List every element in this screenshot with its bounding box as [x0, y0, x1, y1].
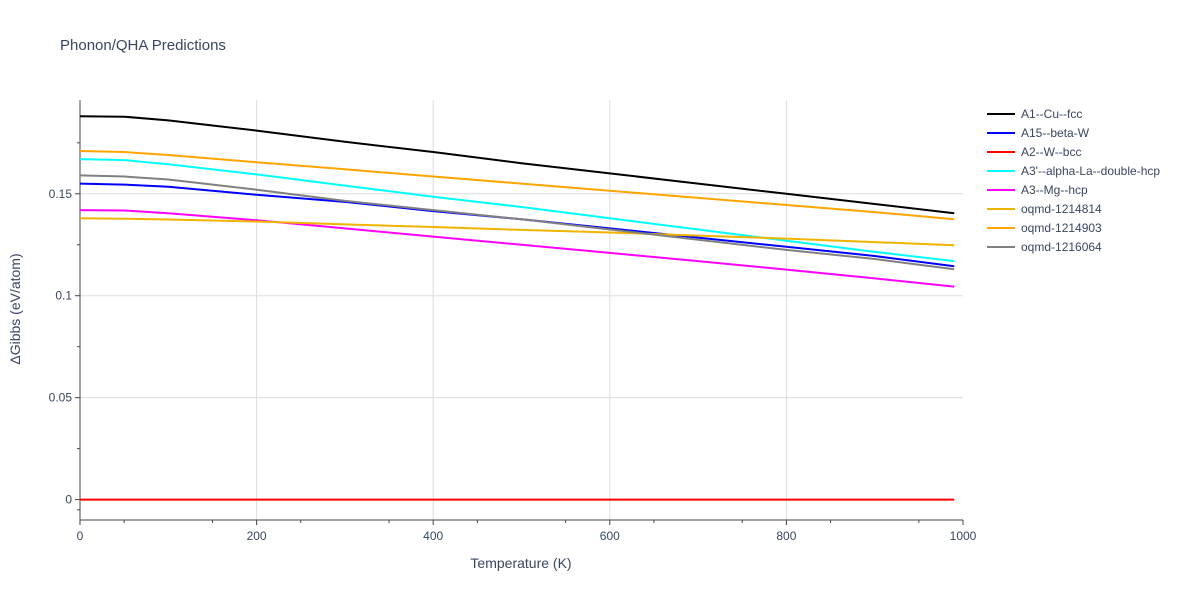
- legend-label: A15--beta-W: [1021, 126, 1090, 140]
- legend-item[interactable]: A3--Mg--hcp: [987, 183, 1088, 197]
- legend[interactable]: A1--Cu--fcc A15--beta-W A2--W--bcc A3'--alp…: [987, 107, 1160, 254]
- legend-label: A3'--alpha-La--double-hcp: [1021, 164, 1160, 178]
- y-axis-title: ΔGibbs (eV/atom): [7, 253, 23, 364]
- x-tick-label: 800: [776, 529, 796, 543]
- legend-label: oqmd-1216064: [1021, 240, 1102, 254]
- y-tick-label: 0: [65, 493, 72, 507]
- legend-label: oqmd-1214814: [1021, 202, 1102, 216]
- y-tick-label: 0.05: [49, 391, 73, 405]
- x-axis-title: Temperature (K): [470, 555, 571, 571]
- legend-label: oqmd-1214903: [1021, 221, 1102, 235]
- x-tick-label: 1000: [950, 529, 977, 543]
- legend-label: A3--Mg--hcp: [1021, 183, 1088, 197]
- legend-label: A1--Cu--fcc: [1021, 107, 1082, 121]
- series-line-a3-alpha-la-double-hcp[interactable]: [79, 158, 955, 263]
- x-tick-label: 600: [600, 529, 620, 543]
- x-axis-ticks: 0 200 400 600 800 1000: [77, 520, 977, 543]
- axes: [79, 100, 963, 521]
- x-tick-label: 0: [77, 529, 84, 543]
- series-line-a3-mg-hcp[interactable]: [79, 209, 955, 288]
- legend-item[interactable]: oqmd-1214814: [987, 202, 1102, 216]
- series-line-oqmd-1214814[interactable]: [79, 217, 955, 247]
- y-tick-label: 0.15: [49, 187, 73, 201]
- legend-item[interactable]: A3'--alpha-La--double-hcp: [987, 164, 1160, 178]
- series-group: [79, 115, 955, 501]
- grid: [80, 100, 963, 520]
- series-line-oqmd-1216064[interactable]: [79, 174, 955, 271]
- legend-item[interactable]: A1--Cu--fcc: [987, 107, 1082, 121]
- x-tick-label: 200: [247, 529, 267, 543]
- series-line-a1-cu-fcc[interactable]: [79, 115, 955, 215]
- legend-label: A2--W--bcc: [1021, 145, 1081, 159]
- legend-item[interactable]: A2--W--bcc: [987, 145, 1081, 159]
- x-tick-label: 400: [423, 529, 443, 543]
- legend-item[interactable]: oqmd-1216064: [987, 240, 1102, 254]
- chart-title: Phonon/QHA Predictions: [60, 37, 226, 54]
- y-tick-label: 0.1: [55, 289, 72, 303]
- y-axis-ticks: 0 0.05 0.1 0.15: [49, 142, 80, 511]
- legend-item[interactable]: oqmd-1214903: [987, 221, 1102, 235]
- legend-item[interactable]: A15--beta-W: [987, 126, 1090, 140]
- series-line-oqmd-1214903[interactable]: [79, 150, 955, 221]
